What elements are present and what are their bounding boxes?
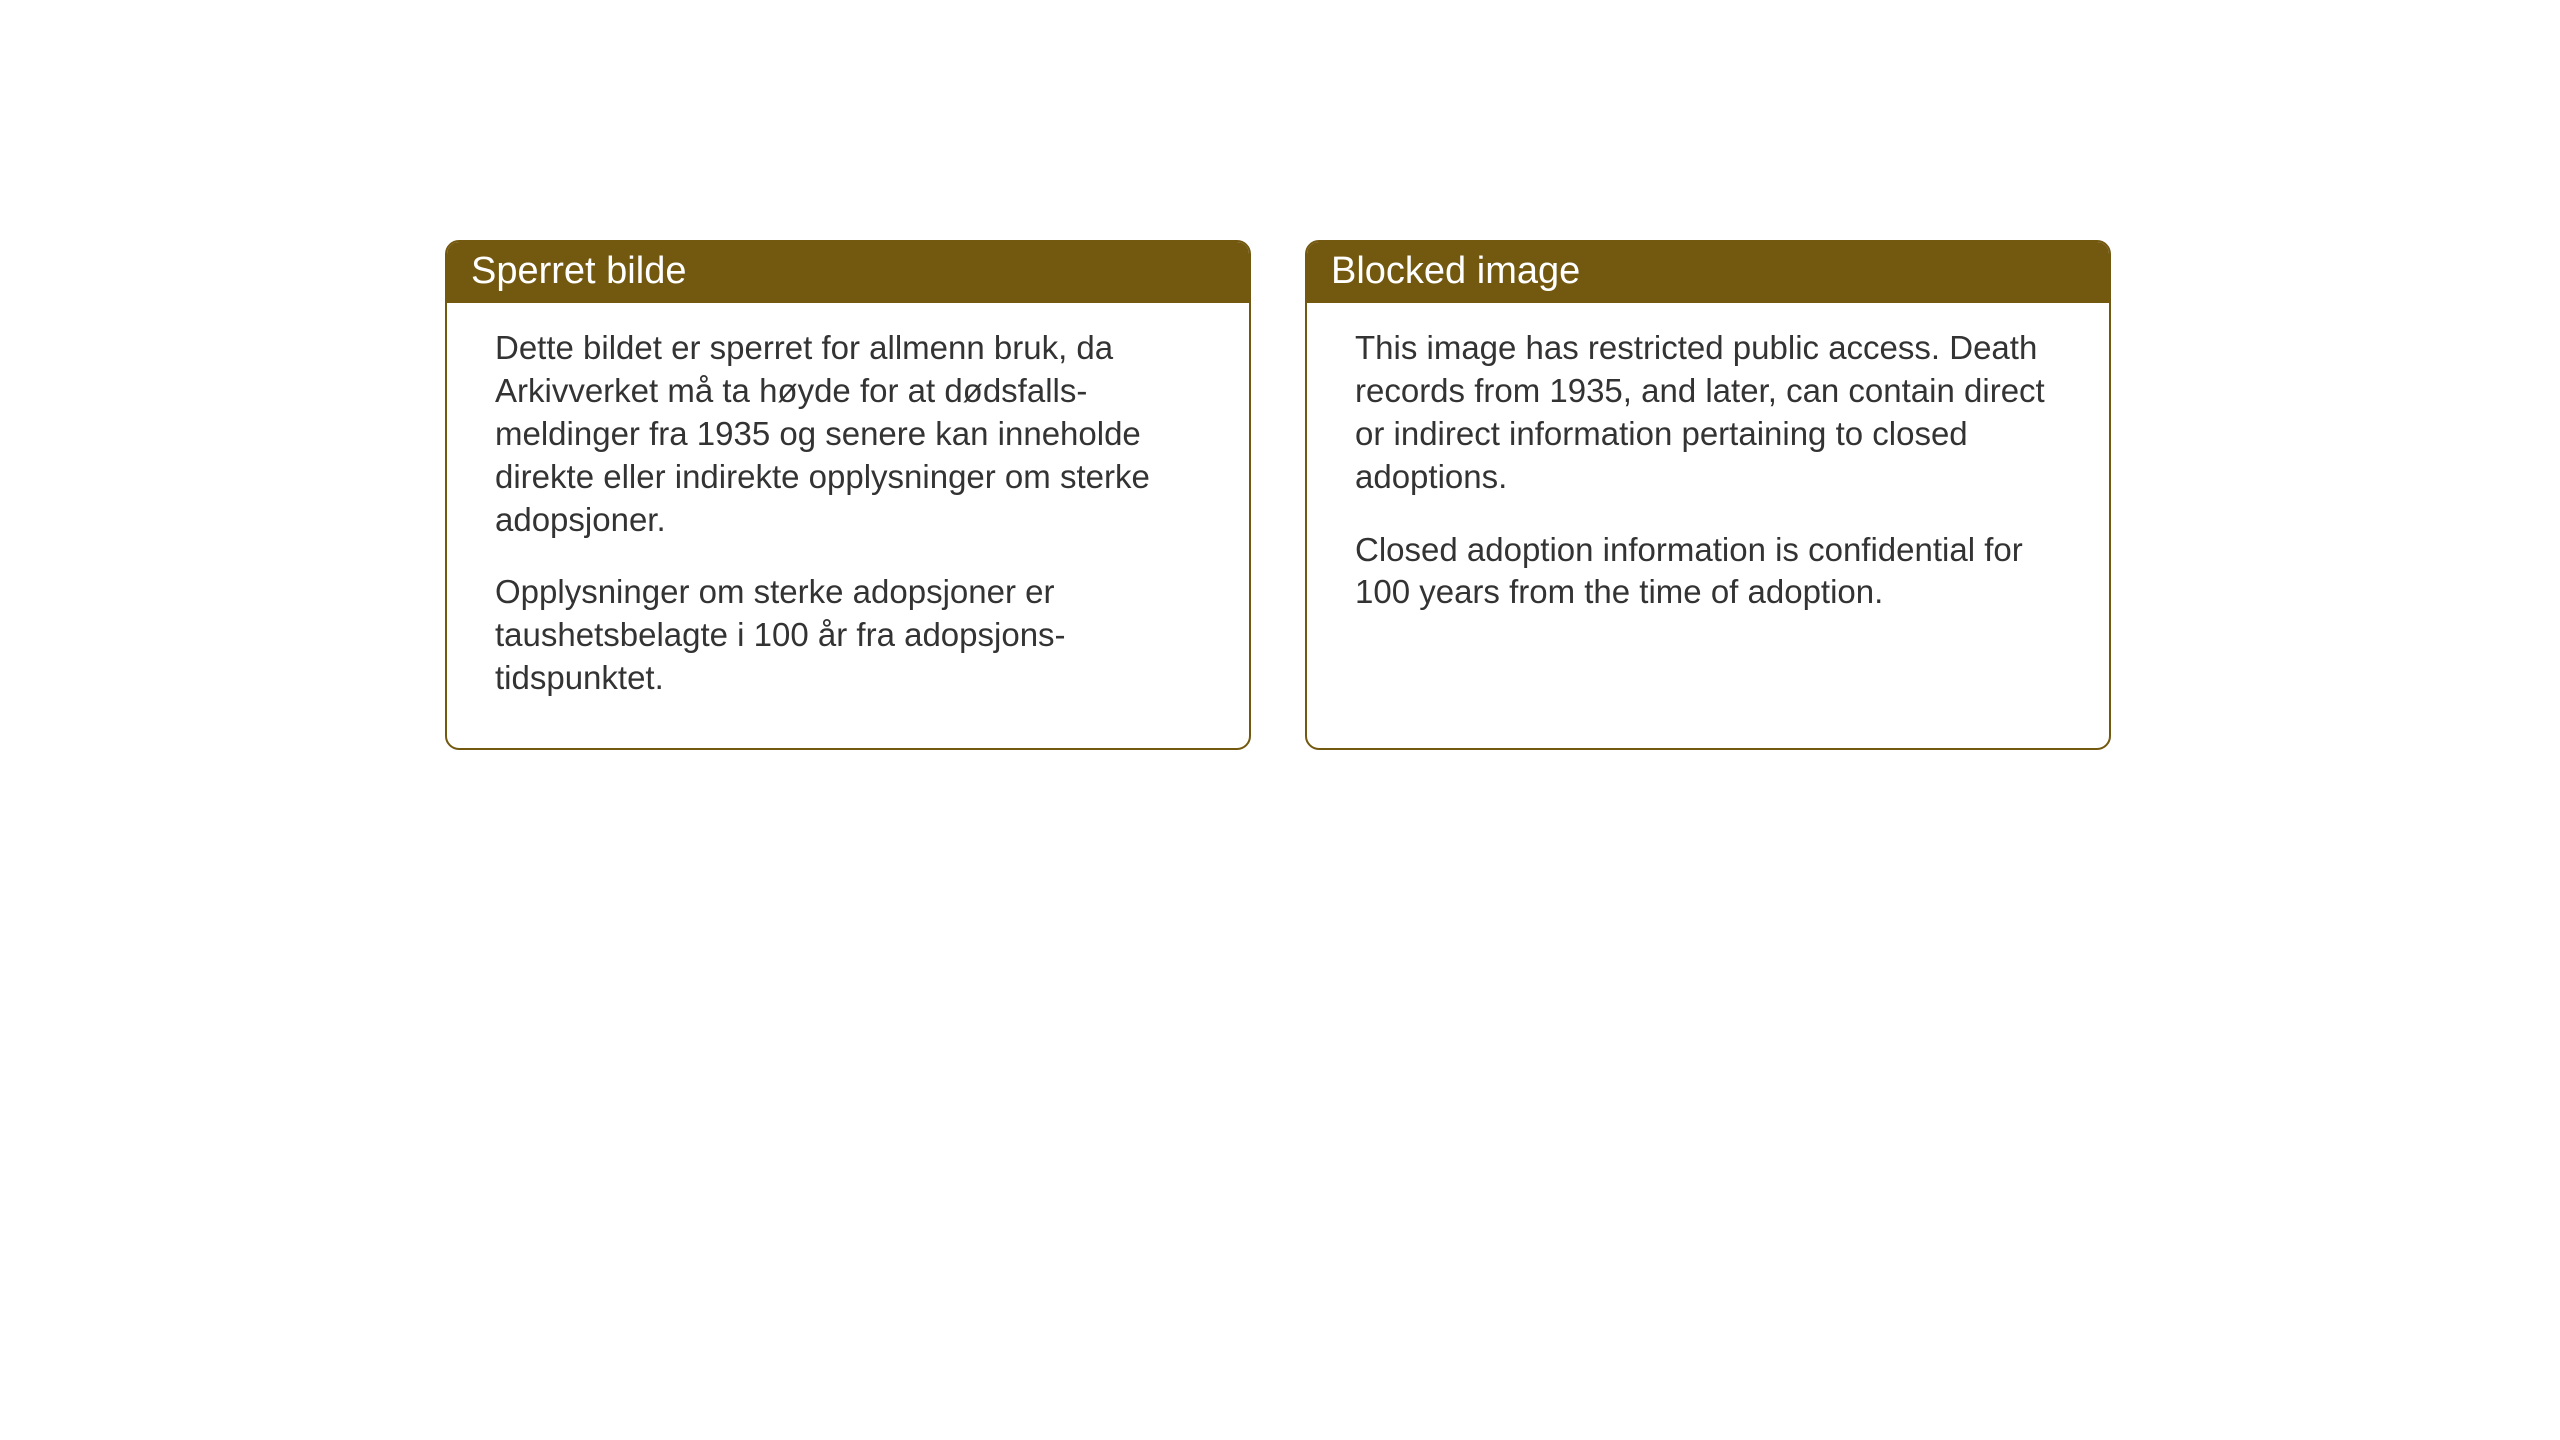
card-paragraph-2-english: Closed adoption information is confident… (1355, 529, 2061, 615)
card-title-norwegian: Sperret bilde (471, 250, 686, 292)
notice-cards-container: Sperret bilde Dette bildet er sperret fo… (445, 240, 2111, 750)
card-paragraph-1-english: This image has restricted public access.… (1355, 327, 2061, 499)
card-header-norwegian: Sperret bilde (447, 242, 1249, 303)
card-paragraph-1-norwegian: Dette bildet er sperret for allmenn bruk… (495, 327, 1201, 541)
card-title-english: Blocked image (1331, 250, 1580, 292)
card-paragraph-2-norwegian: Opplysninger om sterke adopsjoner er tau… (495, 571, 1201, 700)
card-body-norwegian: Dette bildet er sperret for allmenn bruk… (447, 303, 1249, 736)
notice-card-norwegian: Sperret bilde Dette bildet er sperret fo… (445, 240, 1251, 750)
notice-card-english: Blocked image This image has restricted … (1305, 240, 2111, 750)
card-header-english: Blocked image (1307, 242, 2109, 303)
card-body-english: This image has restricted public access.… (1307, 303, 2109, 650)
